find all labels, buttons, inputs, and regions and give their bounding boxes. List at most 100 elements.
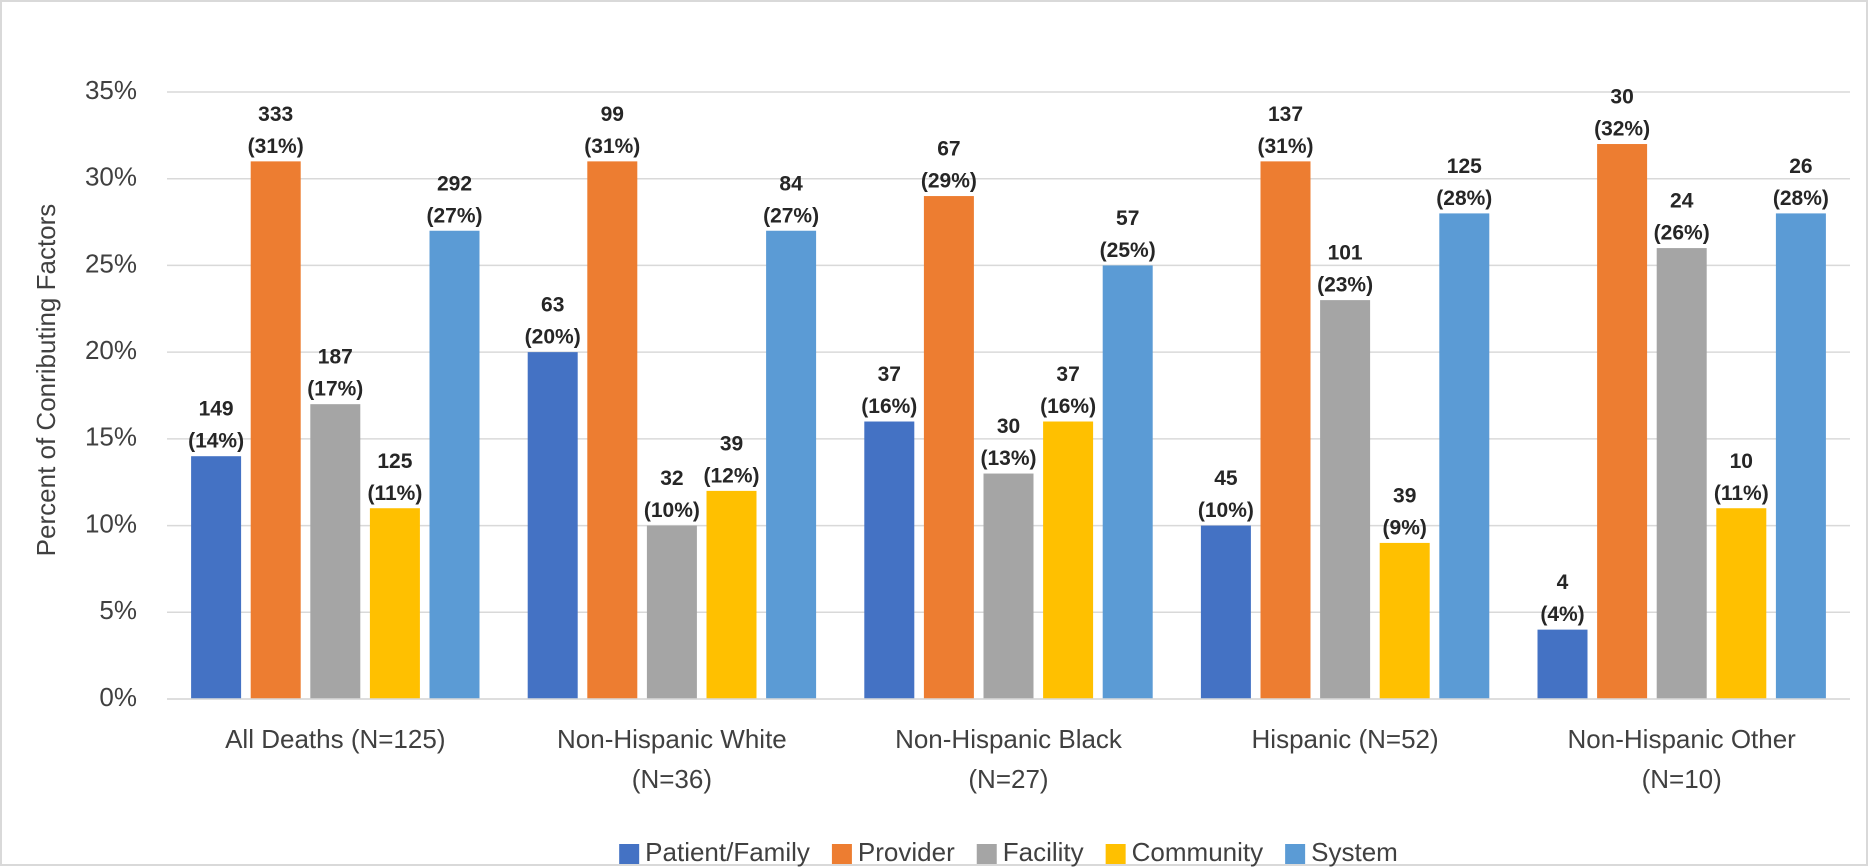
legend-swatch <box>1285 844 1306 864</box>
data-label: (11%) <box>1714 482 1769 505</box>
bar <box>527 352 578 699</box>
bar <box>1716 508 1767 699</box>
count-label: 37 <box>1056 363 1079 386</box>
bar <box>923 196 974 700</box>
data-label: (13%) <box>980 447 1036 470</box>
data-label: (4%) <box>1540 603 1584 626</box>
legend-swatch <box>1105 844 1126 864</box>
data-label: (31%) <box>1257 135 1313 158</box>
bar <box>1043 421 1094 699</box>
count-label: 57 <box>1116 207 1139 230</box>
count-label: 292 <box>437 172 472 195</box>
data-label: (32%) <box>1594 118 1650 141</box>
data-label: (25%) <box>1100 239 1156 262</box>
legend-swatch <box>976 844 997 864</box>
count-label: 24 <box>1670 190 1694 213</box>
count-label: 99 <box>601 103 624 126</box>
count-label: 187 <box>318 346 353 369</box>
count-label: 125 <box>1447 155 1482 178</box>
bar <box>1775 213 1826 699</box>
count-label: 30 <box>997 415 1020 438</box>
data-label: (12%) <box>703 464 759 487</box>
data-label: (23%) <box>1317 274 1373 297</box>
x-tick-label: Non-Hispanic Other <box>1568 724 1797 754</box>
data-label: (31%) <box>248 135 304 158</box>
legend-label: System <box>1311 837 1398 867</box>
bar <box>1102 265 1153 699</box>
count-label: 26 <box>1789 155 1812 178</box>
bar <box>587 161 638 699</box>
count-label: 67 <box>937 138 960 161</box>
bar <box>1260 161 1311 699</box>
data-label: (10%) <box>1198 499 1254 522</box>
count-label: 84 <box>779 172 803 195</box>
x-tick-label: Non-Hispanic White <box>557 724 787 754</box>
legend-swatch <box>831 844 852 864</box>
count-label: 101 <box>1328 242 1363 265</box>
data-label: (20%) <box>525 326 581 349</box>
bar <box>706 490 757 699</box>
y-tick-label: 15% <box>85 422 137 452</box>
data-label: (16%) <box>861 395 917 418</box>
data-label: (11%) <box>367 482 422 505</box>
data-label: (27%) <box>426 204 482 227</box>
bar <box>369 508 420 699</box>
bar <box>1597 144 1648 699</box>
bar <box>1379 542 1430 699</box>
data-label: (9%) <box>1383 516 1427 539</box>
x-tick-label: Non-Hispanic Black <box>895 724 1123 754</box>
x-tick-label: Hispanic (N=52) <box>1252 724 1439 754</box>
data-label: (28%) <box>1773 187 1829 210</box>
y-tick-label: 30% <box>85 162 137 192</box>
y-tick-label: 25% <box>85 248 137 278</box>
bar <box>191 456 242 699</box>
count-label: 63 <box>541 294 564 317</box>
data-label: (14%) <box>188 430 244 453</box>
legend-swatch <box>619 844 640 864</box>
legend-label: Facility <box>1003 837 1084 867</box>
bar <box>646 525 697 699</box>
y-tick-label: 35% <box>85 75 137 105</box>
count-label: 30 <box>1610 86 1633 109</box>
count-label: 39 <box>720 432 743 455</box>
count-label: 4 <box>1557 571 1569 594</box>
x-tick-label: (N=27) <box>968 764 1048 794</box>
legend-label: Provider <box>858 837 955 867</box>
bar <box>1537 629 1588 699</box>
bar <box>1656 248 1707 700</box>
x-tick-label: (N=10) <box>1642 764 1722 794</box>
x-tick-label: All Deaths (N=125) <box>225 724 445 754</box>
count-label: 333 <box>258 103 293 126</box>
bar <box>864 421 915 699</box>
y-axis-label: Percent of Conributing Factors <box>31 204 61 557</box>
legend-label: Patient/Family <box>645 837 810 867</box>
y-tick-label: 10% <box>85 508 137 538</box>
data-label: (10%) <box>644 499 700 522</box>
count-label: 45 <box>1214 467 1238 490</box>
data-label: (26%) <box>1654 222 1710 245</box>
bar <box>250 161 301 699</box>
count-label: 32 <box>660 467 683 490</box>
bar <box>429 230 480 699</box>
data-label: (29%) <box>921 170 977 193</box>
count-label: 39 <box>1393 484 1416 507</box>
bar <box>766 230 817 699</box>
bar <box>1439 213 1490 699</box>
count-label: 137 <box>1268 103 1303 126</box>
bar <box>310 404 361 699</box>
y-tick-label: 0% <box>99 682 137 712</box>
data-label: (17%) <box>307 378 363 401</box>
count-label: 149 <box>199 398 234 421</box>
legend-label: Community <box>1132 837 1263 867</box>
x-tick-label: (N=36) <box>632 764 712 794</box>
count-label: 125 <box>377 450 412 473</box>
data-label: (27%) <box>763 204 819 227</box>
bar <box>1320 300 1371 699</box>
data-label: (31%) <box>584 135 640 158</box>
data-label: (16%) <box>1040 395 1096 418</box>
bar <box>1200 525 1251 699</box>
count-label: 10 <box>1730 450 1753 473</box>
bar <box>983 473 1034 699</box>
y-tick-label: 20% <box>85 335 137 365</box>
